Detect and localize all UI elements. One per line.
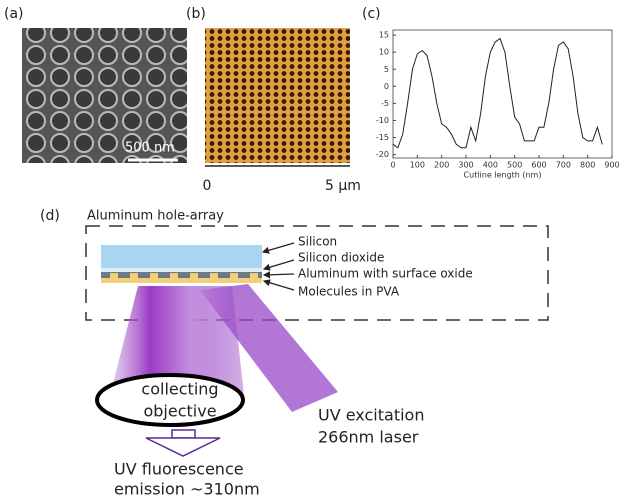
plot-frame [393,30,612,158]
profile-chart: -20 -15 -10 -5 0 5 10 15 0 100 200 300 400 500 600 700 8… [376,30,620,180]
y-tick-label: -20 [376,150,389,159]
excitation-label: 266nm laser [318,428,419,447]
excitation-label: UV excitation [318,406,424,425]
x-axis-label: Cutline length (nm) [464,171,542,180]
y-tick-label: 15 [379,31,389,40]
afm-image [205,28,350,163]
axis-label: 0 [203,178,212,194]
y-tick-label: 0 [384,82,389,91]
objective-label: objective [143,402,216,421]
x-tick-label: 200 [434,161,449,170]
arrow-stem [172,430,195,438]
layer-label: Aluminum with surface oxide [298,267,473,281]
panel-label: (c) [362,6,381,22]
panel-label: (d) [40,208,60,224]
arrow-head [146,438,220,456]
x-tick-label: 100 [410,161,425,170]
axis-label: 5 μm [325,178,361,194]
layer-label: Silicon dioxide [298,251,384,265]
scale-label: 500 nm [125,141,175,156]
profile-line [393,39,602,148]
x-tick-label: 700 [556,161,571,170]
silicon-layer [101,245,262,268]
layer-label: Silicon [298,235,337,249]
pointer-arrows [263,243,294,290]
emission-label: emission ~310nm [114,480,260,498]
x-tick-label: 500 [507,161,522,170]
y-tick-label: -5 [381,99,389,108]
box-title: Aluminum hole-array [87,209,224,224]
panel-label: (b) [186,6,206,22]
x-tick-label: 800 [580,161,595,170]
molecule-layer [101,278,262,283]
x-tick-label: 300 [458,161,473,170]
emission-label: UV fluorescence [114,460,244,479]
x-tick-label: 400 [483,161,498,170]
objective-label: collecting [141,380,218,399]
oxide-layer [101,268,262,272]
layer-label: Molecules in PVA [298,285,400,299]
y-tick-label: 5 [384,65,389,74]
y-tick-label: 10 [379,48,389,57]
panel-label: (a) [4,6,24,22]
x-tick-label: 600 [531,161,546,170]
x-tick-label: 0 [390,161,395,170]
y-tick-label: -10 [376,116,389,125]
figure: (a) 500 nm (b) 0 5 μm (c) -20 -15 -10 -5 0 5 1… [0,0,624,498]
y-tick-label: -15 [376,133,389,142]
x-tick-label: 900 [604,161,619,170]
